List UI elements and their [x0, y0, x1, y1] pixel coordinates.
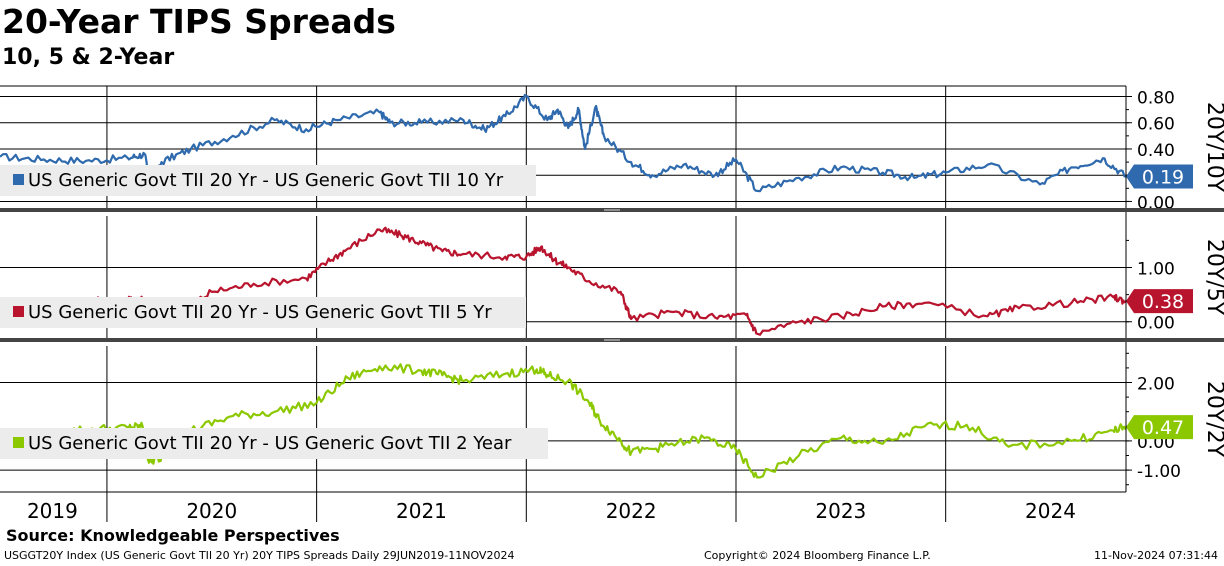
x-tick-label: 2020: [186, 499, 237, 523]
y-tick-label: 2.00: [1137, 375, 1175, 395]
footer-timestamp: 11-Nov-2024 07:31:44: [1093, 549, 1218, 562]
x-tick-label: 2019: [27, 499, 78, 523]
x-tick-label: 2022: [606, 499, 657, 523]
y-tick-label: 1.00: [1137, 260, 1175, 280]
panel-axis-label: 20Y/5Y: [1202, 239, 1224, 316]
last-value-badge: [1126, 289, 1193, 314]
legend-swatch: [13, 306, 24, 317]
last-value-text: 0.19: [1142, 167, 1184, 189]
legend: US Generic Govt TII 20 Yr - US Generic G…: [0, 165, 536, 196]
y-tick-label: -1.00: [1137, 462, 1181, 482]
panel-axis-label: 20Y/2Y: [1202, 381, 1224, 458]
legend-label: US Generic Govt TII 20 Yr - US Generic G…: [28, 302, 492, 323]
legend: US Generic Govt TII 20 Yr - US Generic G…: [0, 297, 526, 328]
y-tick-label: 0.40: [1137, 141, 1175, 161]
footer-index-info: USGGT20Y Index (US Generic Govt TII 20 Y…: [4, 549, 515, 562]
legend-swatch: [13, 437, 24, 448]
footer-copyright: Copyright© 2024 Bloomberg Finance L.P.: [704, 549, 931, 562]
series-20y-10y: [0, 93, 1127, 193]
legend-label: US Generic Govt TII 20 Yr - US Generic G…: [28, 433, 512, 454]
last-value-tag: 0.19: [1126, 164, 1193, 189]
x-tick-label: 2023: [815, 499, 866, 523]
legend-background: [0, 165, 536, 196]
legend-label: US Generic Govt TII 20 Yr - US Generic G…: [28, 170, 504, 191]
chart-subtitle: 10, 5 & 2-Year: [2, 45, 175, 70]
legend-background: [0, 428, 548, 459]
x-tick-label: 2021: [396, 499, 447, 523]
last-value-text: 0.38: [1142, 291, 1184, 313]
legend: US Generic Govt TII 20 Yr - US Generic G…: [0, 428, 548, 459]
last-value-badge: [1126, 415, 1193, 440]
last-value-tag: 0.47: [1126, 415, 1193, 440]
last-value-text: 0.47: [1142, 417, 1184, 439]
panel-20y-5y: 0.00 1.00 US Generic Govt TII 20 Yr - US G…: [0, 216, 1224, 338]
source-note: Source: Knowledgeable Perspectives: [6, 526, 340, 545]
panel-axis-label: 20Y/10Y: [1202, 102, 1224, 193]
legend-background: [0, 297, 526, 328]
chart-title: 20-Year TIPS Spreads: [2, 2, 396, 41]
x-axis: 2019 2020 2021 2022 2023 2024: [27, 492, 1076, 523]
y-tick-label: 0.80: [1137, 88, 1175, 108]
y-tick-label: 0.00: [1137, 314, 1175, 334]
legend-swatch: [13, 174, 24, 185]
series-20y-2y: [0, 363, 1127, 479]
x-tick-label: 2024: [1025, 499, 1076, 523]
last-value-badge: [1126, 164, 1193, 189]
last-value-tag: 0.38: [1126, 289, 1193, 314]
y-tick-label: 0.60: [1137, 115, 1175, 135]
